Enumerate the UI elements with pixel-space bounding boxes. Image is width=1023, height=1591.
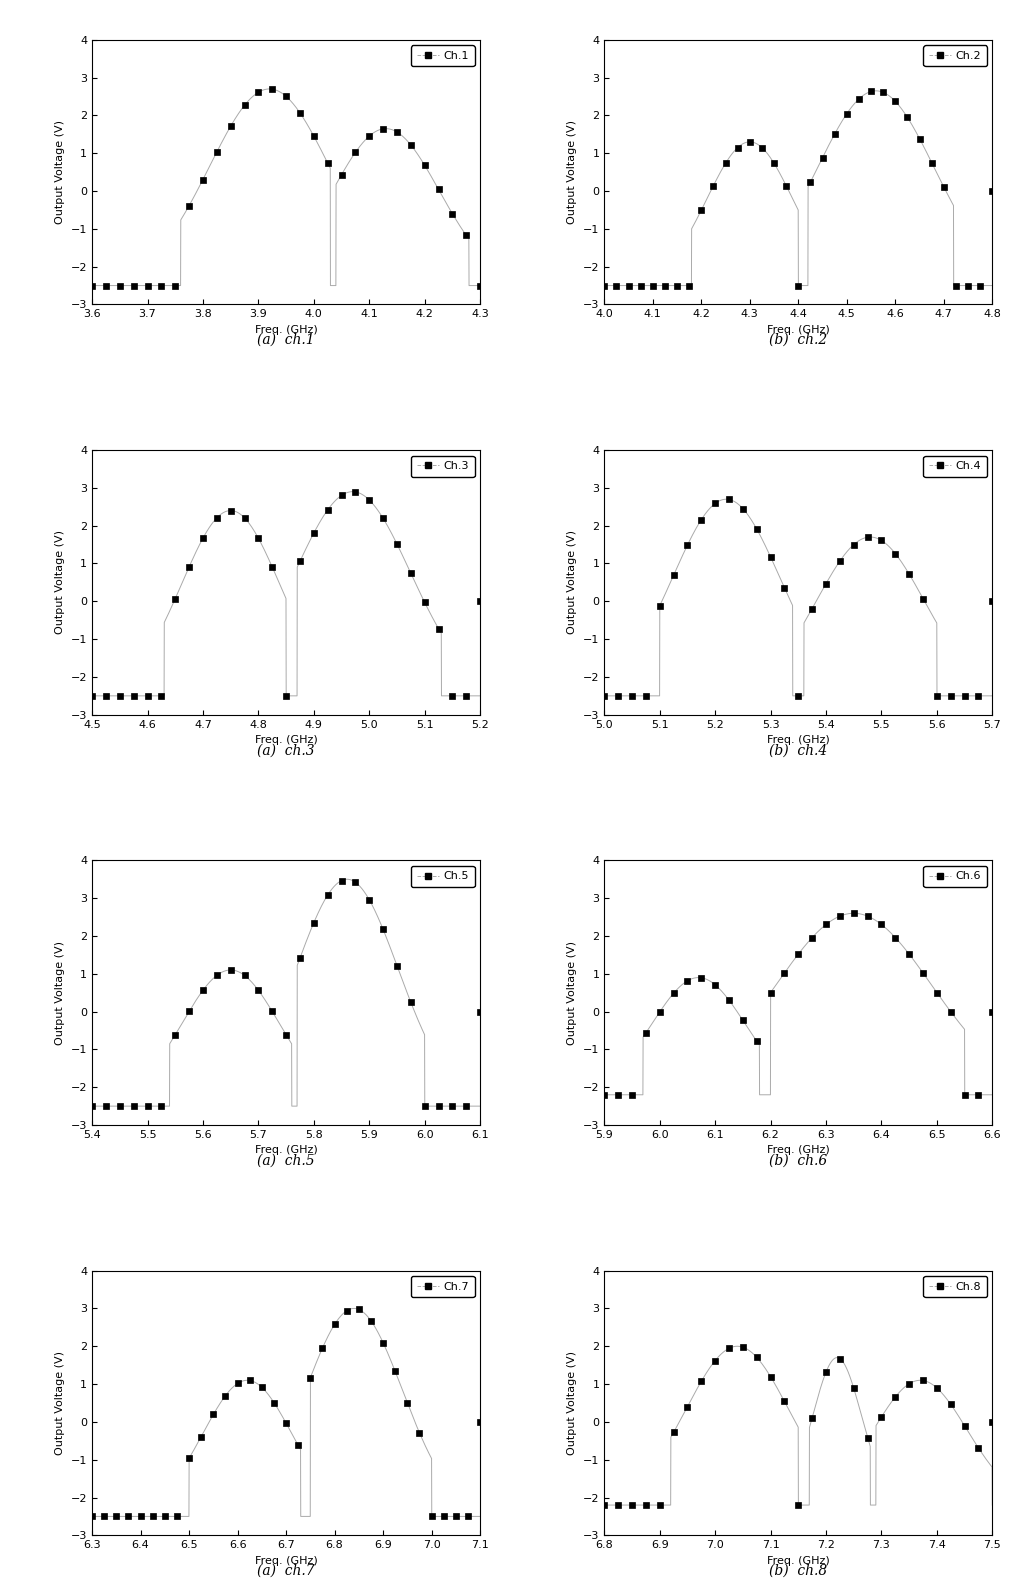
Y-axis label: Output Voltage (V): Output Voltage (V): [55, 121, 65, 224]
Text: (b)  ch.2: (b) ch.2: [769, 333, 828, 347]
X-axis label: Freq. (GHz): Freq. (GHz): [255, 735, 317, 745]
Y-axis label: Output Voltage (V): Output Voltage (V): [55, 530, 65, 635]
X-axis label: Freq. (GHz): Freq. (GHz): [255, 1146, 317, 1155]
X-axis label: Freq. (GHz): Freq. (GHz): [255, 1556, 317, 1566]
Y-axis label: Output Voltage (V): Output Voltage (V): [568, 1351, 577, 1454]
Legend: Ch.2: Ch.2: [924, 45, 987, 67]
X-axis label: Freq. (GHz): Freq. (GHz): [767, 325, 830, 334]
Y-axis label: Output Voltage (V): Output Voltage (V): [55, 940, 65, 1045]
Text: (a)  ch.5: (a) ch.5: [257, 1153, 315, 1168]
Legend: Ch.8: Ch.8: [924, 1276, 987, 1297]
Y-axis label: Output Voltage (V): Output Voltage (V): [568, 940, 577, 1045]
Y-axis label: Output Voltage (V): Output Voltage (V): [568, 530, 577, 635]
Y-axis label: Output Voltage (V): Output Voltage (V): [55, 1351, 65, 1454]
Text: (b)  ch.6: (b) ch.6: [769, 1153, 828, 1168]
Y-axis label: Output Voltage (V): Output Voltage (V): [568, 121, 577, 224]
Text: (b)  ch.4: (b) ch.4: [769, 743, 828, 757]
X-axis label: Freq. (GHz): Freq. (GHz): [255, 325, 317, 334]
Legend: Ch.7: Ch.7: [411, 1276, 475, 1297]
Text: (b)  ch.8: (b) ch.8: [769, 1564, 828, 1578]
X-axis label: Freq. (GHz): Freq. (GHz): [767, 1146, 830, 1155]
Text: (a)  ch.1: (a) ch.1: [257, 333, 315, 347]
Legend: Ch.3: Ch.3: [411, 455, 475, 477]
Text: (a)  ch.3: (a) ch.3: [257, 743, 315, 757]
Legend: Ch.6: Ch.6: [924, 866, 987, 888]
Legend: Ch.5: Ch.5: [411, 866, 475, 888]
Legend: Ch.1: Ch.1: [411, 45, 475, 67]
Text: (a)  ch.7: (a) ch.7: [257, 1564, 315, 1578]
Legend: Ch.4: Ch.4: [924, 455, 987, 477]
X-axis label: Freq. (GHz): Freq. (GHz): [767, 1556, 830, 1566]
X-axis label: Freq. (GHz): Freq. (GHz): [767, 735, 830, 745]
